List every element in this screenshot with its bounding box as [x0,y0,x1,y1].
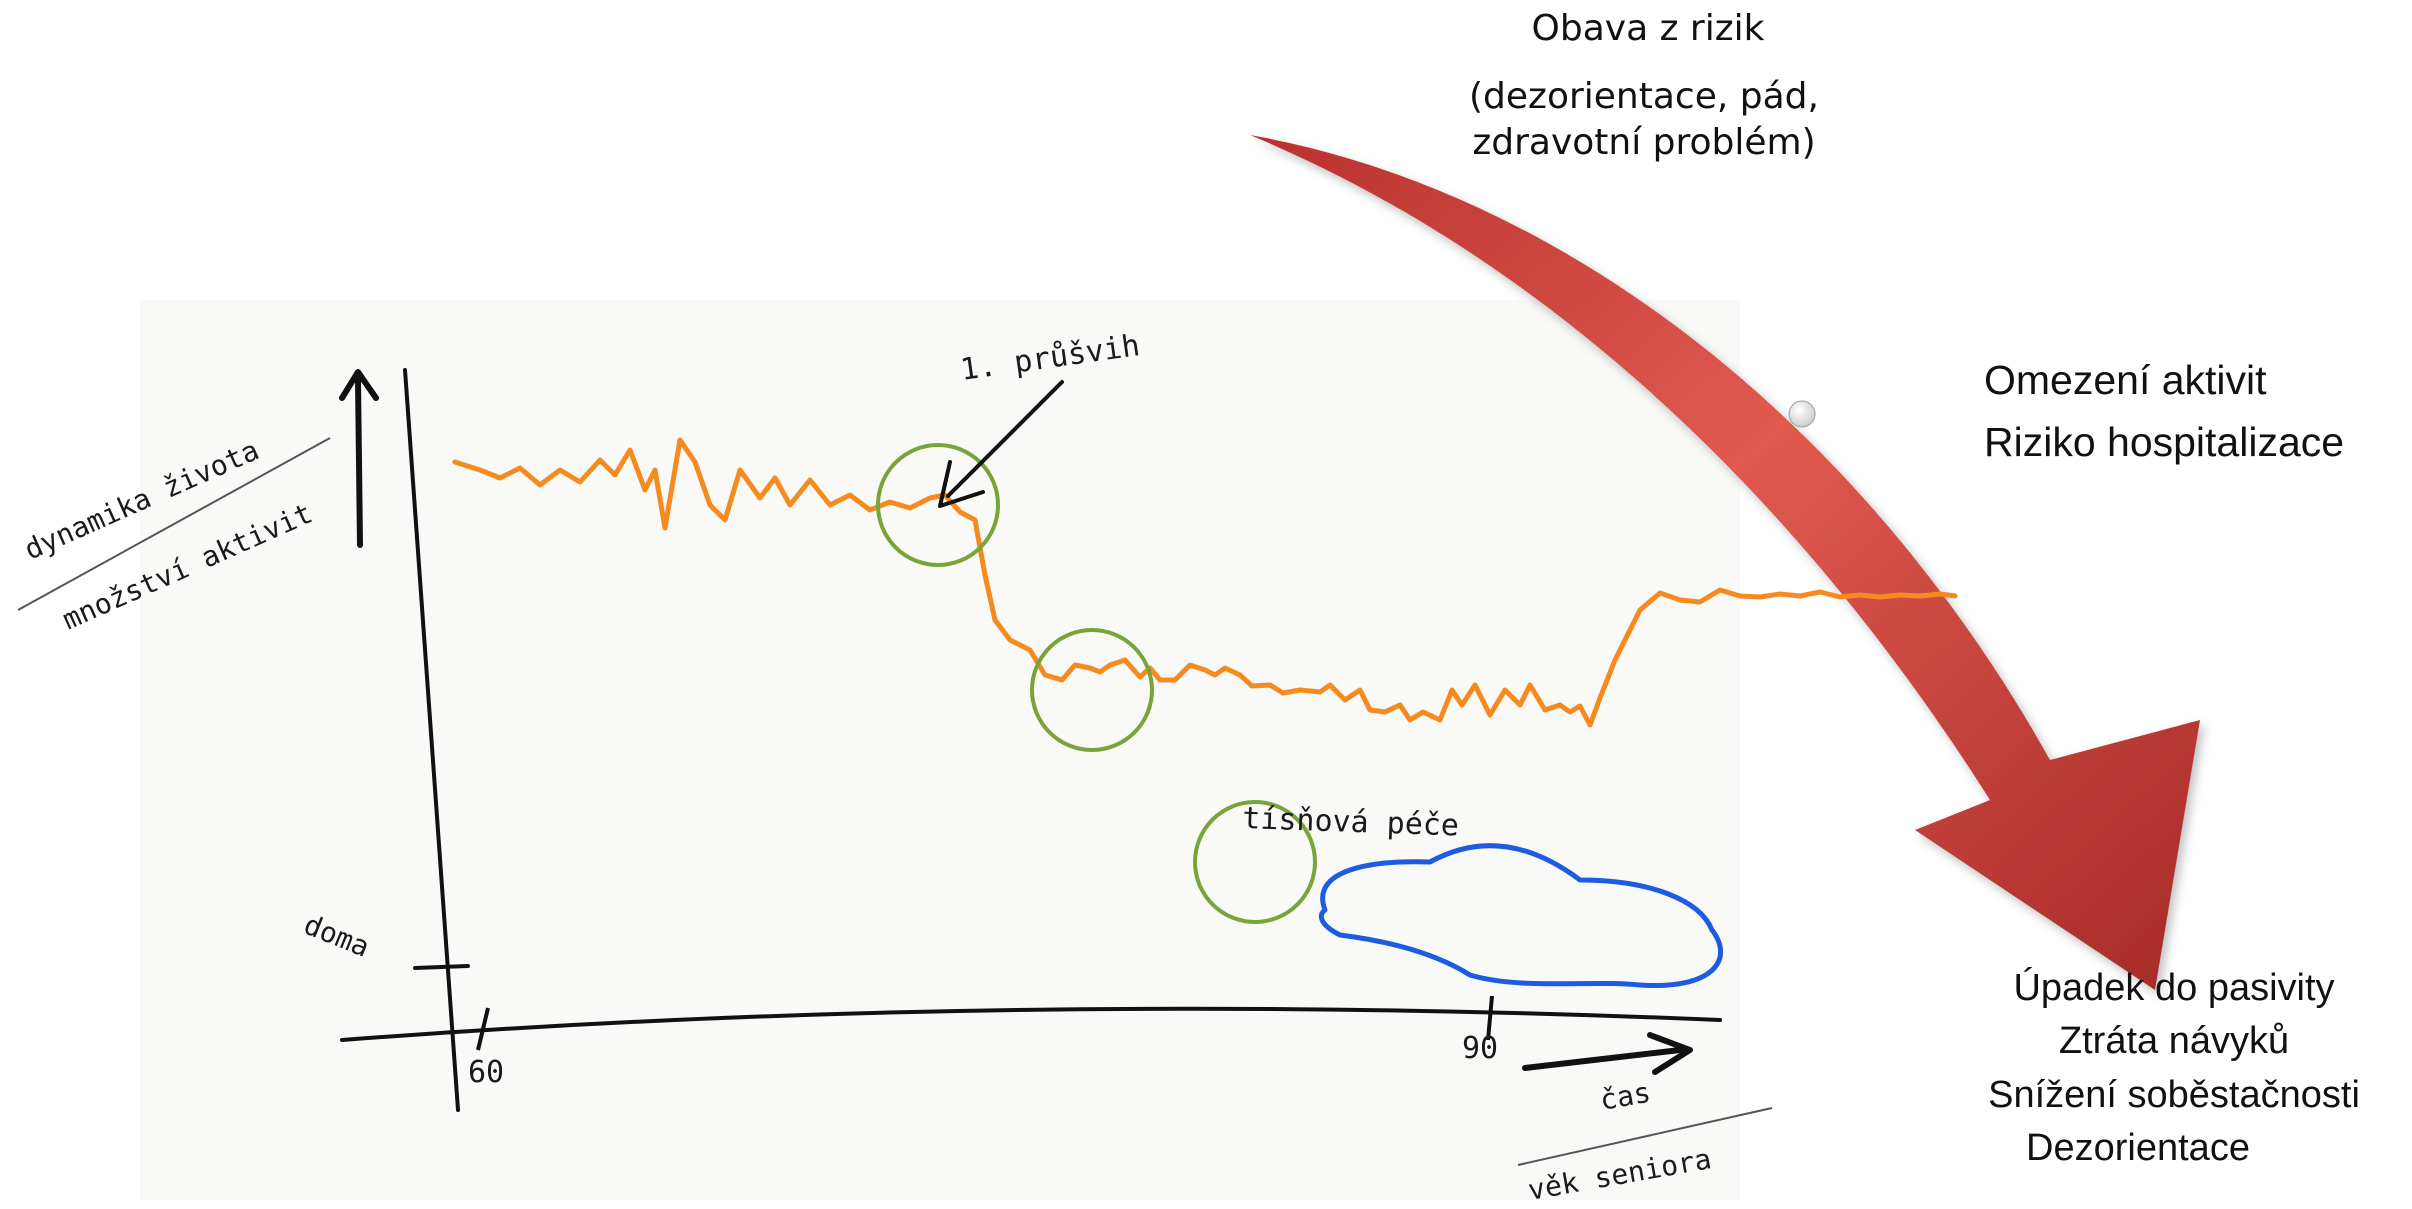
risk-bottom-3: Snížení soběstačnosti [1988,1074,2360,1116]
event-circle-1 [876,443,1000,567]
x-tick-90 [1486,995,1494,1041]
x-tick-60-label: 60 [468,1055,504,1090]
x-axis-line [340,1006,1722,1042]
activity-trend-line [452,437,1958,728]
risk-middle-2: Riziko hospitalizace [1984,419,2344,465]
x-tick-90-label: 90 [1462,1031,1498,1066]
x-axis-arrow [1522,1032,1693,1075]
risk-bottom-2: Ztráta návyků [2059,1020,2289,1062]
x-tick-60 [476,1007,490,1051]
y-axis-line [403,368,460,1112]
risk-top-title: Obava z rizik [1532,8,1765,49]
sketch-paper [140,300,1740,1200]
risk-top-detail-2: zdravotní problém) [1472,122,1815,163]
arrow-knob [1788,400,1816,428]
event-circle-3 [1193,800,1317,924]
risk-bottom-1: Úpadek do pasivity [2013,966,2334,1009]
doma-tick [413,964,470,970]
risk-arrow [1250,135,2200,990]
first-trouble-arrow [938,380,1064,508]
event-circle-2 [1030,628,1154,752]
y-label-divider [17,437,331,611]
x-label-divider [1517,1107,1773,1166]
risk-bottom-4: Dezorientace [2026,1127,2250,1169]
y-axis-arrow [339,369,379,548]
emergency-care-label: tísňová péče [1242,801,1460,844]
risk-top-detail-1: (dezorientace, pád, [1469,76,1819,117]
risk-middle-1: Omezení aktivit [1984,357,2267,403]
emergency-care-blob [1318,843,1724,989]
